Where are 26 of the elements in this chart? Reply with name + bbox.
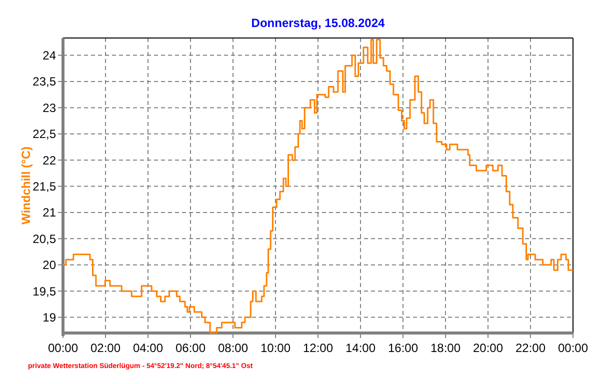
y-tick-label: 20 xyxy=(42,258,56,272)
x-tick-label: 18:00 xyxy=(430,341,461,355)
x-tick-label: 00:00 xyxy=(48,341,78,355)
x-tick-label: 16:00 xyxy=(388,341,418,355)
y-tick-label: 21 xyxy=(42,206,56,220)
chart-title: Donnerstag, 15.08.2024 xyxy=(251,16,386,30)
y-tick-label: 21,5 xyxy=(32,179,56,194)
y-axis-title: Windchill (°C) xyxy=(19,146,33,225)
y-tick-label: 19 xyxy=(42,310,56,324)
x-tick-label: 02:00 xyxy=(90,341,121,355)
y-tick-label: 19,5 xyxy=(32,284,56,298)
y-tick-label: 22,5 xyxy=(32,127,56,142)
y-tick-label: 23,5 xyxy=(32,74,56,89)
y-tick-label: 22 xyxy=(42,153,56,168)
x-tick-label: 08:00 xyxy=(218,341,248,355)
y-tick-label: 20,5 xyxy=(32,232,56,246)
y-tick-label: 23 xyxy=(42,100,56,115)
x-tick-label: 00:00 xyxy=(558,341,588,355)
x-tick-label: 12:00 xyxy=(302,341,334,355)
x-tick-label: 14:00 xyxy=(345,341,376,355)
x-tick-label: 10:00 xyxy=(260,341,291,355)
x-tick-label: 04:00 xyxy=(132,341,164,355)
x-tick-label: 06:00 xyxy=(175,341,206,355)
x-tick-label: 22:00 xyxy=(515,341,546,355)
x-tick-label: 20:00 xyxy=(472,341,504,355)
y-tick-label: 24 xyxy=(42,48,56,62)
